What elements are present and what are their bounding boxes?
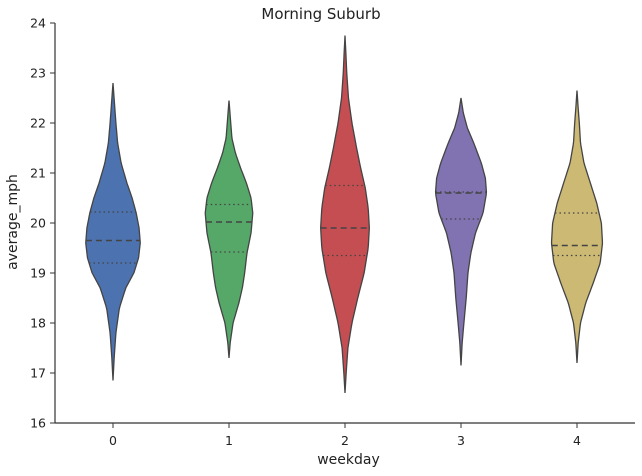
y-tick-label: 18	[30, 316, 46, 331]
x-tick-label: 0	[109, 433, 117, 448]
violin-body	[434, 97, 488, 366]
violin-body	[550, 90, 604, 364]
violin-body	[320, 35, 370, 394]
x-tick-label: 3	[457, 433, 465, 448]
y-tick-label: 22	[30, 116, 46, 131]
y-tick-label: 16	[30, 416, 46, 431]
y-tick-label: 19	[30, 266, 46, 281]
violin-body	[85, 82, 141, 381]
y-tick-label: 24	[30, 16, 46, 31]
x-tick-label: 4	[573, 433, 581, 448]
y-tick-label: 20	[30, 216, 46, 231]
y-tick-label: 21	[30, 166, 46, 181]
x-tick-label: 1	[225, 433, 233, 448]
x-axis-label: weekday	[317, 452, 380, 468]
y-tick-label: 17	[30, 366, 46, 381]
x-tick-label: 2	[341, 433, 349, 448]
violin-body	[204, 100, 254, 359]
y-tick-label: 23	[30, 66, 46, 81]
chart-title: Morning Suburb	[261, 5, 381, 23]
